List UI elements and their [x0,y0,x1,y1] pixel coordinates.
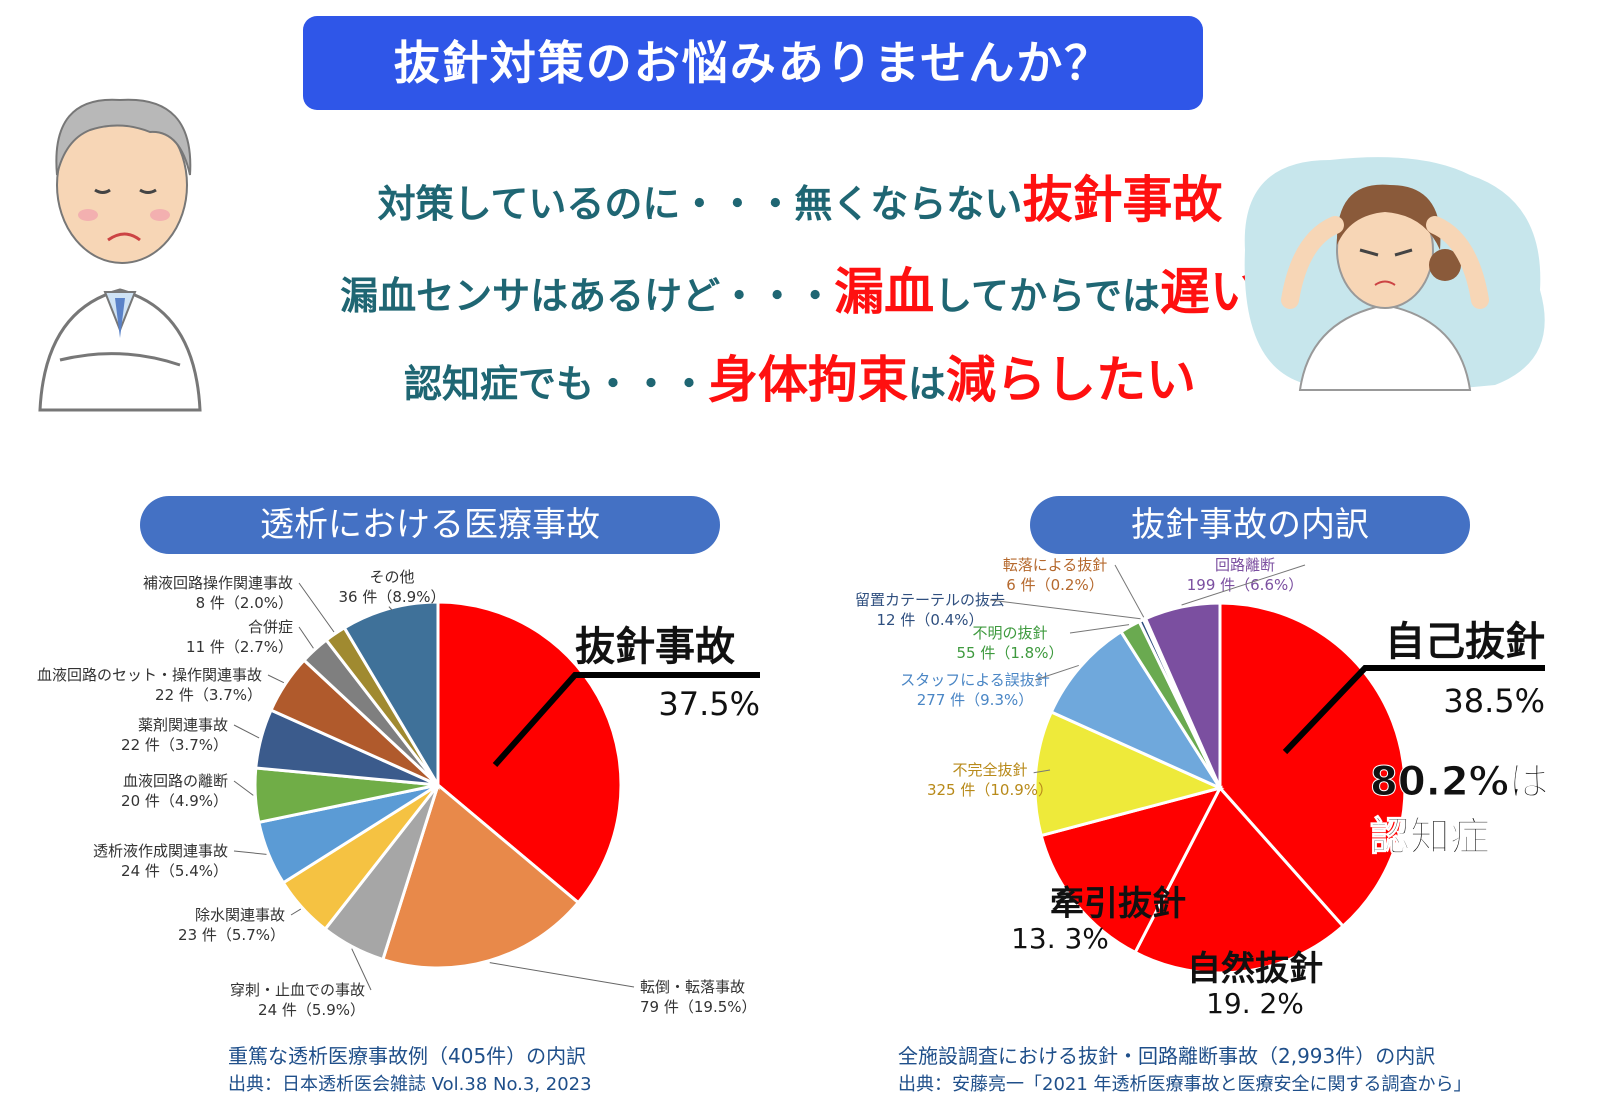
chart2-caption: 全施設調査における抜針・回路離断事故（2,993件）の内訳 [898,1044,1436,1068]
concern-2-text: 漏血センサはあるけど・・・ [340,274,835,318]
concern-1-text: 対策しているのに・・・無くならない [377,182,1023,226]
chart1-leader-6 [233,724,260,739]
concern-1-emphasis: 抜針事故 [1022,171,1223,229]
chart1-highlight-pct: 37.5% [658,685,760,723]
chart2-annotation-line2: 認知症 [1370,814,1490,860]
chart1-label-4: 透析液作成関連事故 [93,842,228,860]
chart2-value-5: 55 件（1.8%） [957,644,1064,662]
chart2-slice-1 [1133,785,1346,975]
chart2-label-8: 回路離断 [1215,556,1275,574]
chart2-title: 抜針事故の内訳 [1030,496,1470,554]
chart1-label-3: 除水関連事故 [195,906,285,924]
chart2-source: 出典：安藤亮一「2021 年透析医療事故と医療安全に関する調査から」 [898,1074,1472,1095]
chart1-value-4: 24 件（5.4%） [121,862,228,880]
chart1-label-7: 血液回路のセット・操作関連事故 [37,666,262,684]
chart1-leader-3 [290,908,302,916]
chart2-value-8: 199 件（6.6%） [1187,576,1304,594]
chart2-value-6: 12 件（0.4%） [877,611,984,629]
concern-3-emphasis-b: 減らしたい [946,351,1197,409]
chart1-value-9: 8 件（2.0%） [196,594,293,612]
chart1-value-8: 11 件（2.7%） [186,638,293,656]
chart1-source: 出典：日本透析医会雑誌 Vol.38 No.3, 2023 [228,1074,592,1095]
worried-doctor-icon [38,98,202,412]
concern-3-emphasis-a: 身体拘束 [708,351,908,409]
chart1-value-6: 22 件（3.7%） [121,736,228,754]
chart1-value-7: 22 件（3.7%） [155,686,262,704]
chart2-label-3: 不完全抜針 [952,761,1027,779]
chart1-value-2: 24 件（5.9%） [258,1001,365,1019]
chart2-value-7: 6 件（0.2%） [1006,576,1103,594]
chart1-value-3: 23 件（5.7%） [178,926,285,944]
concern-line-3: 認知症でも・・・身体拘束は減らしたい [240,340,1360,412]
header-banner: 抜針対策のお悩みありませんか？ [303,16,1203,110]
chart1-title: 透析における医療事故 [140,496,720,554]
chart2-slice-0 [1218,601,1407,929]
chart1-value-5: 20 件（4.9%） [121,792,228,810]
chart1-highlight-label: 抜針事故 [575,624,735,670]
chart1-label-5: 血液回路の離断 [123,772,228,790]
chart2-leader-3 [1033,769,1051,774]
chart2-leader-8 [1181,564,1306,606]
chart2-traction-label: 牽引抜針 [1050,884,1186,924]
chart1-leader-4 [233,850,267,855]
chart2-traction-pct: 13. 3% [1011,922,1109,955]
chart1-label-2: 穿刺・止血での事故 [230,981,365,999]
chart1-slice-10 [342,600,440,791]
chart2-slice-2 [1039,785,1223,955]
concern-line-2: 漏血センサはあるけど・・・漏血してからでは遅い [240,252,1360,324]
chart2-label-4: スタッフによる誤抜針 [900,671,1050,689]
chart1-label-6: 薬剤関連事故 [138,716,228,734]
chart1-label-9: 補液回路操作関連事故 [143,574,293,592]
chart2-highlight-label: 自己抜針 [1385,619,1545,665]
chart1-slice-1 [380,782,581,970]
chart2-slice-4 [1049,629,1224,792]
chart1-leader-2 [351,948,372,991]
chart2-annotation-line1: 80.2%は [1370,759,1549,805]
chart2-leader-4 [1034,664,1079,681]
chart1-leader-5 [233,780,254,796]
chart2-label-6: 留置カテーテルの抜去 [855,591,1005,609]
chart1-leader-10 [388,606,393,611]
chart1-value-10: 36 件（8.9%） [339,588,446,606]
concern-3-text: 認知症でも・・・ [403,362,708,406]
chart2-leader-6 [989,599,1141,620]
chart2-value-4: 277 件（9.3%） [917,691,1034,709]
concern-line-1: 対策しているのに・・・無くならない抜針事故 [240,160,1360,232]
concern-2-emphasis-a: 漏血 [834,263,935,321]
chart1-leader-1 [489,962,635,988]
concern-3-text-b: は [908,362,947,406]
chart1-label-1: 転倒・転落事故 [640,978,745,996]
chart1-leader-7 [267,674,285,684]
worried-nurse-icon [1244,157,1545,391]
chart2-label-5: 不明の抜針 [972,624,1047,642]
concern-2-text-b: してからでは [934,274,1160,318]
chart1-highlight-leader [492,672,760,767]
chart2-value-3: 325 件（10.9%） [927,781,1053,799]
chart2-highlight-leader [1282,665,1545,755]
chart2-highlight-pct: 38.5% [1443,682,1545,720]
chart2-natural-label: 自然抜針 [1187,949,1323,989]
chart2-leader-7 [1114,564,1145,618]
chart1-leader-9 [298,582,335,633]
chart1-value-1: 79 件（19.5%） [640,998,757,1016]
chart1-label-10: その他 [369,568,414,586]
chart1-leader-8 [298,626,314,649]
chart1-caption: 重篤な透析医療事故例（405件）の内訳 [228,1044,587,1068]
chart1-label-8: 合併症 [248,618,293,636]
concern-2-emphasis-b: 遅い [1159,263,1260,321]
chart2-label-7: 転落による抜針 [1003,556,1108,574]
chart2-natural-pct: 19. 2% [1206,987,1304,1020]
chart2-leader-5 [1069,624,1130,634]
chart2-slice-8 [1143,601,1222,789]
